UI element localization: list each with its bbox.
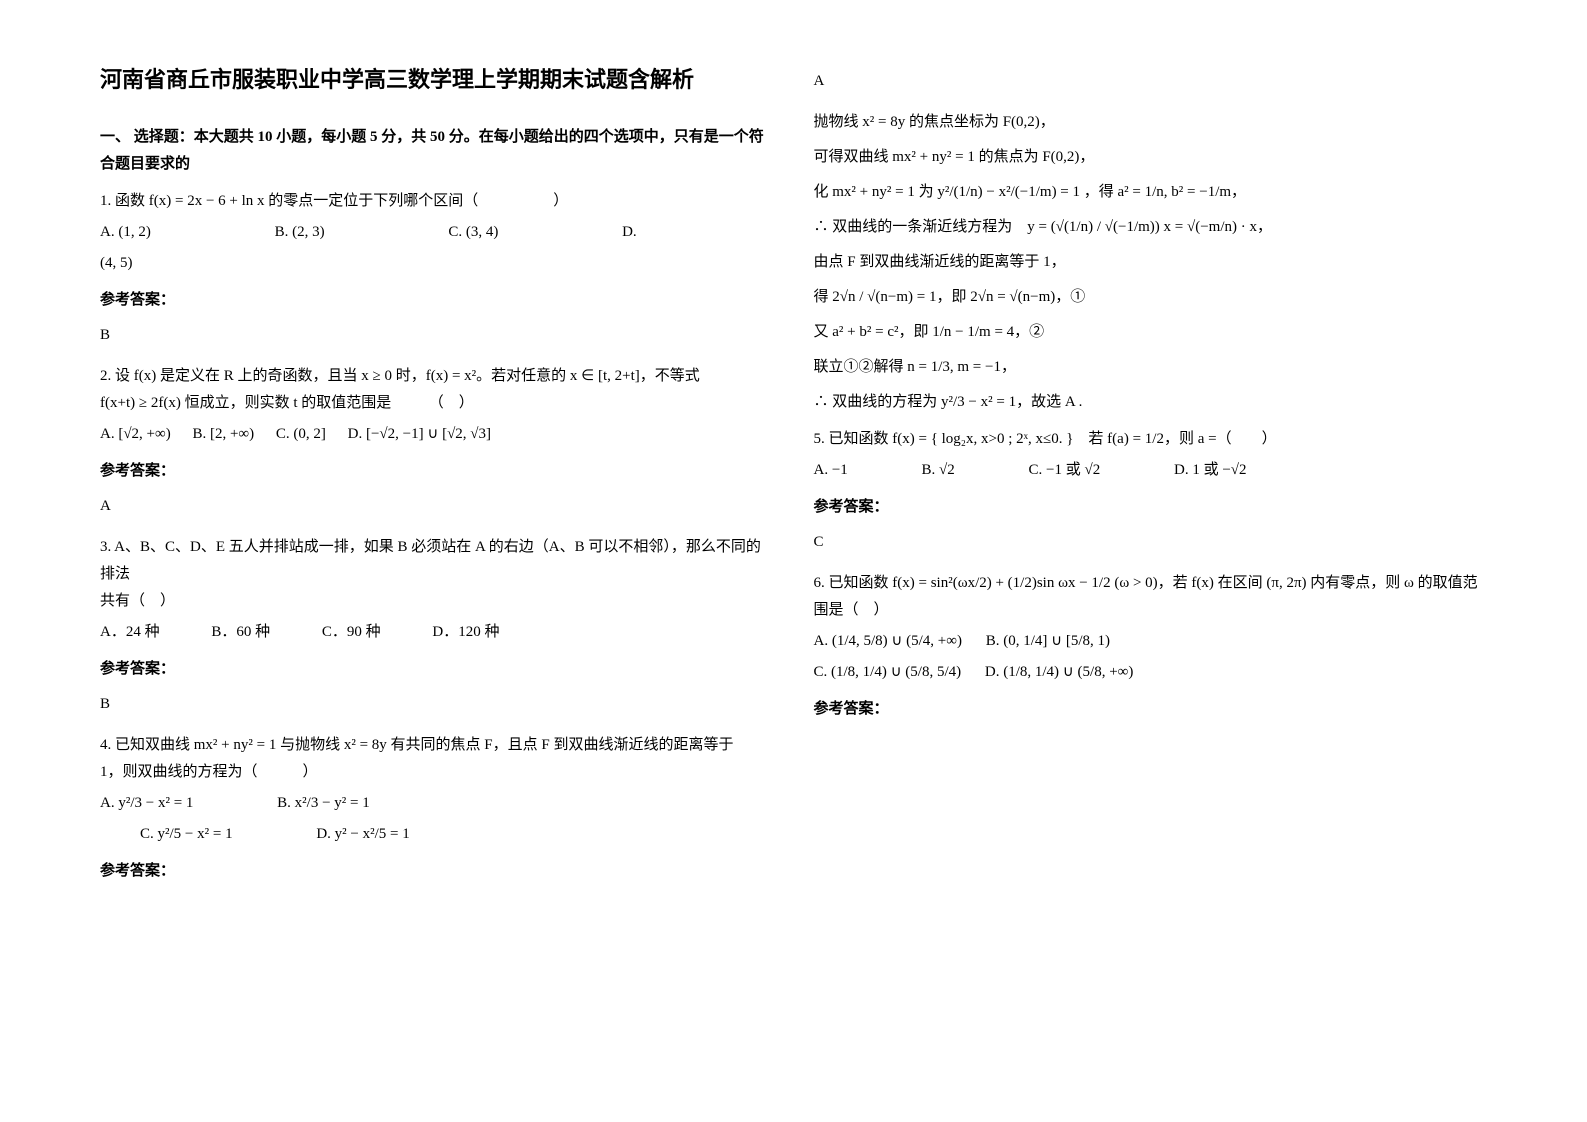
q1-opt-c: C. (3, 4) [448, 219, 498, 246]
q4sol-l7: 又 a² + b² = c²，即 1/n − 1/m = 4，② [814, 319, 1488, 346]
q5-opt-b: B. √2 [922, 457, 955, 484]
q5-options: A. −1 B. √2 C. −1 或 √2 D. 1 或 −√2 [814, 457, 1488, 484]
q6-options-row1: A. (1/4, 5/8) ∪ (5/4, +∞) B. (0, 1/4] ∪ … [814, 628, 1488, 655]
q4-opt-a: A. y²/3 − x² = 1 [100, 790, 193, 817]
q4sol-l5: 由点 F 到双曲线渐近线的距离等于 1， [814, 249, 1488, 276]
q4-opt-b: B. x²/3 − y² = 1 [277, 790, 370, 817]
q6-opt-a: A. (1/4, 5/8) ∪ (5/4, +∞) [814, 628, 962, 655]
q3-opt-a: A．24 种 [100, 619, 160, 646]
q3-ans: B [100, 691, 774, 718]
q1-options: A. (1, 2) B. (2, 3) C. (3, 4) D. [100, 219, 774, 246]
q1-ans-label: 参考答案： [100, 287, 774, 314]
q3-ans-label: 参考答案： [100, 656, 774, 683]
q4-solution: 抛物线 x² = 8y 的焦点坐标为 F(0,2)， 可得双曲线 mx² + n… [814, 109, 1488, 416]
q2-opt-d: D. [−√2, −1] ∪ [√2, √3] [348, 421, 491, 448]
q1-opt-b: B. (2, 3) [275, 219, 325, 246]
q1-opt-d: D. [622, 219, 637, 246]
q2-opt-c: C. (0, 2] [276, 421, 326, 448]
q4-opt-d: D. y² − x²/5 = 1 [316, 821, 409, 848]
q3-opt-d: D．120 种 [432, 619, 499, 646]
q3-stem-a: 3. A、B、C、D、E 五人并排站成一排，如果 B 必须站在 A 的右边（A、… [100, 534, 774, 588]
question-1: 1. 函数 f(x) = 2x − 6 + ln x 的零点一定位于下列哪个区间… [100, 188, 774, 349]
q2-options: A. [√2, +∞) B. [2, +∞) C. (0, 2] D. [−√2… [100, 421, 774, 448]
q2-stem-b: f(x+t) ≥ 2f(x) 恒成立，则实数 t 的取值范围是 （ ） [100, 390, 774, 417]
q5-stem: 5. 已知函数 f(x) = { log₂x, x>0 ; 2ˣ, x≤0. }… [814, 426, 1488, 453]
q1-ans: B [100, 322, 774, 349]
q5-ans-label: 参考答案： [814, 494, 1488, 521]
q4-stem-b: 1，则双曲线的方程为（ ） [100, 759, 774, 786]
q5-opt-a: A. −1 [814, 457, 848, 484]
q4sol-l6: 得 2√n / √(n−m) = 1，即 2√n = √(n−m)，① [814, 284, 1488, 311]
q2-ans: A [100, 493, 774, 520]
q3-options: A．24 种 B．60 种 C．90 种 D．120 种 [100, 619, 774, 646]
question-5: 5. 已知函数 f(x) = { log₂x, x>0 ; 2ˣ, x≤0. }… [814, 426, 1488, 556]
q4sol-l4: ∴ 双曲线的一条渐近线方程为 y = (√(1/n) / √(−1/m)) x … [814, 214, 1488, 241]
q6-stem-b: 围是（ ） [814, 597, 1488, 624]
q3-opt-b: B．60 种 [211, 619, 270, 646]
q6-stem-a: 6. 已知函数 f(x) = sin²(ωx/2) + (1/2)sin ωx … [814, 570, 1488, 597]
q6-ans-label: 参考答案： [814, 696, 1488, 723]
q6-options-row2: C. (1/8, 1/4) ∪ (5/8, 5/4) D. (1/8, 1/4)… [814, 659, 1488, 686]
q4-options-row1: A. y²/3 − x² = 1 B. x²/3 − y² = 1 [100, 790, 774, 817]
right-column: A 抛物线 x² = 8y 的焦点坐标为 F(0,2)， 可得双曲线 mx² +… [814, 60, 1488, 895]
q1-opt-d-cont: (4, 5) [100, 250, 774, 277]
q5-opt-d: D. 1 或 −√2 [1174, 457, 1247, 484]
q4sol-l2: 可得双曲线 mx² + ny² = 1 的焦点为 F(0,2)， [814, 144, 1488, 171]
doc-title: 河南省商丘市服装职业中学高三数学理上学期期末试题含解析 [100, 60, 774, 100]
question-4: 4. 已知双曲线 mx² + ny² = 1 与抛物线 x² = 8y 有共同的… [100, 732, 774, 885]
q5-ans: C [814, 529, 1488, 556]
q2-opt-a: A. [√2, +∞) [100, 421, 171, 448]
q6-opt-c: C. (1/8, 1/4) ∪ (5/8, 5/4) [814, 659, 962, 686]
q4sol-l3: 化 mx² + ny² = 1 为 y²/(1/n) − x²/(−1/m) =… [814, 179, 1488, 206]
q4sol-l9: ∴ 双曲线的方程为 y²/3 − x² = 1，故选 A . [814, 389, 1488, 416]
q4-ans: A [814, 68, 1488, 95]
q1-stem: 1. 函数 f(x) = 2x − 6 + ln x 的零点一定位于下列哪个区间… [100, 188, 774, 215]
question-3: 3. A、B、C、D、E 五人并排站成一排，如果 B 必须站在 A 的右边（A、… [100, 534, 774, 718]
left-column: 河南省商丘市服装职业中学高三数学理上学期期末试题含解析 一、 选择题：本大题共 … [100, 60, 774, 895]
q2-opt-b: B. [2, +∞) [192, 421, 254, 448]
q3-stem-b: 共有（ ） [100, 588, 774, 615]
q4sol-l8: 联立①②解得 n = 1/3, m = −1， [814, 354, 1488, 381]
q4-options-row2: C. y²/5 − x² = 1 D. y² − x²/5 = 1 [140, 821, 774, 848]
q3-opt-c: C．90 种 [322, 619, 381, 646]
q6-opt-d: D. (1/8, 1/4) ∪ (5/8, +∞) [985, 659, 1133, 686]
q2-ans-label: 参考答案： [100, 458, 774, 485]
q1-opt-a: A. (1, 2) [100, 219, 151, 246]
q2-stem-a: 2. 设 f(x) 是定义在 R 上的奇函数，且当 x ≥ 0 时，f(x) =… [100, 363, 774, 390]
question-6: 6. 已知函数 f(x) = sin²(ωx/2) + (1/2)sin ωx … [814, 570, 1488, 723]
q4-ans-label: 参考答案： [100, 858, 774, 885]
q6-opt-b: B. (0, 1/4] ∪ [5/8, 1) [986, 628, 1110, 655]
q5-opt-c: C. −1 或 √2 [1029, 457, 1101, 484]
q4sol-l1: 抛物线 x² = 8y 的焦点坐标为 F(0,2)， [814, 109, 1488, 136]
section-1-head: 一、 选择题：本大题共 10 小题，每小题 5 分，共 50 分。在每小题给出的… [100, 124, 774, 178]
q4-stem-a: 4. 已知双曲线 mx² + ny² = 1 与抛物线 x² = 8y 有共同的… [100, 732, 774, 759]
q4-opt-c: C. y²/5 − x² = 1 [140, 821, 233, 848]
question-2: 2. 设 f(x) 是定义在 R 上的奇函数，且当 x ≥ 0 时，f(x) =… [100, 363, 774, 520]
